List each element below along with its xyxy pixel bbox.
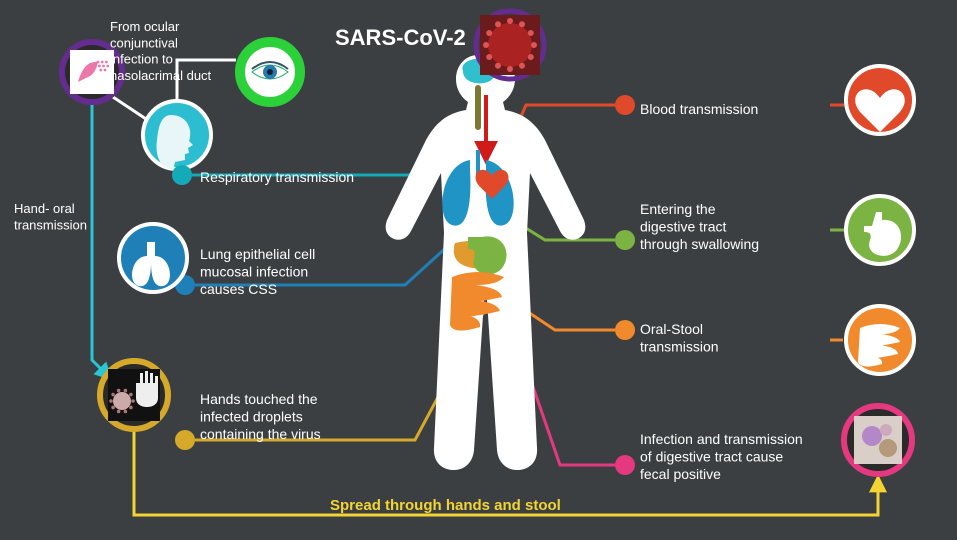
svg-text:Respiratory transmission: Respiratory transmission bbox=[200, 169, 354, 185]
svg-text:Blood transmission: Blood transmission bbox=[640, 101, 758, 117]
diagram-stage: From ocularconjunctivalinfection tonasol… bbox=[0, 0, 957, 540]
svg-text:SARS-CoV-2: SARS-CoV-2 bbox=[335, 25, 466, 50]
diagram-svg: From ocularconjunctivalinfection tonasol… bbox=[0, 0, 957, 540]
svg-text:Hands touched theinfected drop: Hands touched theinfected dropletscontai… bbox=[200, 391, 321, 442]
svg-text:Spread through hands and stool: Spread through hands and stool bbox=[330, 497, 561, 514]
